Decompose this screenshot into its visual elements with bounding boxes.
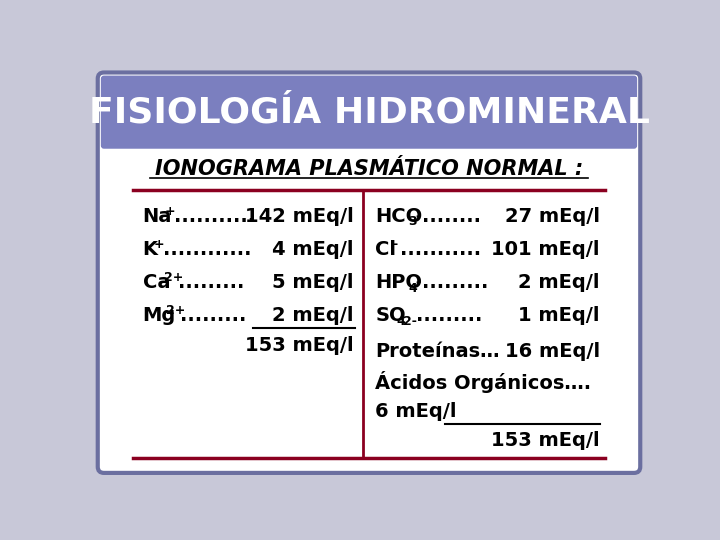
- Text: 1 mEq/l: 1 mEq/l: [518, 306, 600, 325]
- Text: -: -: [415, 210, 420, 223]
- Text: ............: ............: [163, 240, 251, 259]
- Text: 2 mEq/l: 2 mEq/l: [518, 273, 600, 292]
- Text: HCO: HCO: [375, 207, 423, 226]
- Text: -: -: [415, 276, 420, 289]
- Text: +: +: [153, 238, 164, 251]
- Text: ...........: ...........: [400, 240, 481, 259]
- Text: Cl: Cl: [375, 240, 396, 259]
- Text: 3: 3: [408, 215, 417, 228]
- Text: -: -: [392, 238, 397, 251]
- Text: 2-: 2-: [403, 315, 417, 328]
- Text: 2 mEq/l: 2 mEq/l: [272, 306, 354, 325]
- Text: .........: .........: [415, 306, 482, 325]
- Text: Ca: Ca: [143, 273, 170, 292]
- Text: 5 mEq/l: 5 mEq/l: [272, 273, 354, 292]
- Text: Na: Na: [143, 207, 172, 226]
- Text: IONOGRAMA PLASMÁTICO NORMAL :: IONOGRAMA PLASMÁTICO NORMAL :: [155, 159, 583, 179]
- Text: HPO: HPO: [375, 273, 422, 292]
- Text: 4 mEq/l: 4 mEq/l: [272, 240, 354, 259]
- Bar: [104, 112, 634, 146]
- Text: 2+: 2+: [164, 271, 184, 284]
- Text: Proteínas…: Proteínas…: [375, 342, 500, 361]
- Text: ...........: ...........: [174, 207, 255, 226]
- Text: 153 mEq/l: 153 mEq/l: [491, 431, 600, 450]
- Text: 2+: 2+: [166, 304, 185, 317]
- Text: .........: .........: [422, 273, 488, 292]
- FancyBboxPatch shape: [101, 76, 637, 148]
- Text: .........: .........: [180, 306, 246, 325]
- Text: +: +: [164, 205, 175, 218]
- FancyBboxPatch shape: [98, 72, 640, 473]
- Text: Ácidos Orgánicos….: Ácidos Orgánicos….: [375, 371, 591, 393]
- Text: 27 mEq/l: 27 mEq/l: [505, 207, 600, 226]
- Text: Mg: Mg: [143, 306, 176, 325]
- Text: .........: .........: [179, 273, 245, 292]
- Text: 4: 4: [408, 281, 418, 295]
- Text: 142 mEq/l: 142 mEq/l: [245, 207, 354, 226]
- Text: 6 mEq/l: 6 mEq/l: [375, 402, 456, 421]
- Text: 153 mEq/l: 153 mEq/l: [245, 336, 354, 355]
- Text: SO: SO: [375, 306, 406, 325]
- Text: FISIOLOGÍA HIDROMINERAL: FISIOLOGÍA HIDROMINERAL: [89, 96, 649, 130]
- Text: 101 mEq/l: 101 mEq/l: [492, 240, 600, 259]
- Text: ........: ........: [422, 207, 481, 226]
- Text: 16 mEq/l: 16 mEq/l: [505, 342, 600, 361]
- Text: K: K: [143, 240, 158, 259]
- Text: 4: 4: [396, 315, 405, 328]
